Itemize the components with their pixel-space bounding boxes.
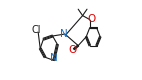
Text: O: O (88, 14, 96, 24)
Text: O: O (68, 45, 77, 55)
Text: N: N (50, 53, 58, 63)
Text: N: N (60, 29, 68, 39)
Text: Cl: Cl (32, 25, 41, 35)
